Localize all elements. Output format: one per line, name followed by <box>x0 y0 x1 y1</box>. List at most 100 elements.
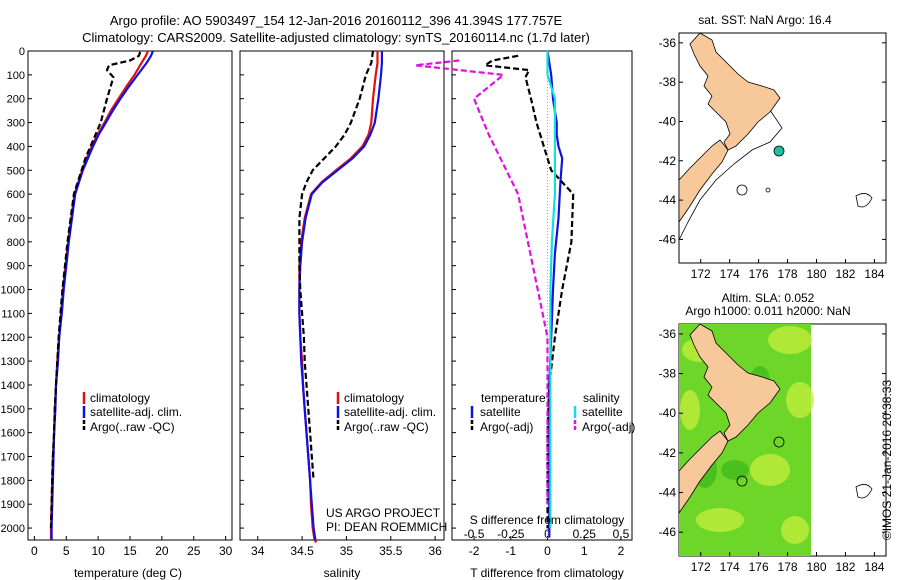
legend-argo-label: Argo(..raw -QC) <box>90 420 175 434</box>
legend2-satellite-label: satellite-adj. clim. <box>344 405 436 419</box>
map1-chatham-islands <box>855 193 873 208</box>
y-tick-label: 1000 <box>1 285 25 297</box>
x-tick-label: 25 <box>187 544 201 558</box>
legend-climatology-label: climatology <box>90 391 150 405</box>
map-x-tick-label: 172 <box>691 560 711 574</box>
salinity-legend: climatology satellite-adj. clim. Argo(..… <box>336 391 436 434</box>
salinity-panel-frame <box>239 50 445 541</box>
top-tick-label: -0.25 <box>497 527 525 541</box>
map1 <box>678 32 887 264</box>
map-y-tick-label: -36 <box>659 36 677 50</box>
imos-timestamp: ©IMOS 21-Jan-2016 20:38:33 <box>880 380 894 541</box>
y-tick-label: 1800 <box>1 475 25 487</box>
series-line <box>298 50 375 481</box>
map-x-tick-label: 172 <box>691 267 711 281</box>
top-tick-label: 0.25 <box>573 527 597 541</box>
temperature-chart: 0 5 10 15 20 25 300100200300400500600700800900… <box>1 46 233 558</box>
x-tick-label: 34.5 <box>290 544 314 558</box>
y-tick-label: 500 <box>7 165 25 177</box>
y-tick-label: 100 <box>7 70 25 82</box>
series-line <box>49 51 142 529</box>
map-y-tick-label: -36 <box>659 327 677 341</box>
salinity-chart: 34 34.5 35 35.5 36 <box>240 50 442 558</box>
map-y-tick-label: -40 <box>659 406 677 420</box>
x-tick-label: 34 <box>251 544 265 558</box>
map2-axes: 172 174 176 178 180 182 184 -36 -38 -40 -42 -44 -46 <box>659 327 886 574</box>
map1-argo-marker <box>773 145 785 157</box>
map-x-tick-label: 180 <box>807 267 827 281</box>
difference-legend: temperature salinity satellite satellite… <box>470 391 635 434</box>
difference-panel-frame <box>451 50 633 541</box>
x-tick-label: 35.5 <box>379 544 403 558</box>
x-tick-label: 0 <box>544 544 551 558</box>
y-tick-label: 1400 <box>1 380 25 392</box>
map-x-tick-label: 182 <box>835 267 855 281</box>
main-title-line1: Argo profile: AO 5903497_154 12-Jan-2016… <box>110 13 563 28</box>
legend3-ssat-label: satellite <box>582 405 623 419</box>
map-y-tick-label: -38 <box>659 367 677 381</box>
y-tick-label: 800 <box>7 237 25 249</box>
map2-sla-texture <box>680 326 814 544</box>
y-tick-label: 2000 <box>1 523 25 535</box>
main-title-line2: Climatology: CARS2009. Satellite-adjuste… <box>82 30 590 45</box>
map-x-tick-label: 184 <box>864 267 884 281</box>
credit-pi: PI: DEAN ROEMMICH <box>326 520 447 534</box>
map-x-tick-label: 174 <box>720 267 740 281</box>
temperature-xlabel: temperature (deg C) <box>74 566 182 580</box>
credit-project: US ARGO PROJECT <box>326 506 441 520</box>
legend2-climatology-label: climatology <box>344 391 404 405</box>
map-x-tick-label: 176 <box>749 560 769 574</box>
map1-title: sat. SST: NaN Argo: 16.4 <box>698 13 832 27</box>
y-tick-label: 1700 <box>1 452 25 464</box>
map2-islet <box>736 475 748 487</box>
temperature-legend: climatology satellite-adj. clim. Argo(..… <box>82 391 182 434</box>
x-tick-label: 20 <box>155 544 169 558</box>
x-tick-label: 0 <box>31 544 38 558</box>
map1-axes: 172 174 176 178 180 182 184 -36 -38 -40 -42 -44 -46 <box>659 36 886 281</box>
map-y-tick-label: -46 <box>659 525 677 539</box>
legend2-argo-label: Argo(..raw -QC) <box>344 420 429 434</box>
y-tick-label: 1300 <box>1 356 25 368</box>
map-y-tick-label: -40 <box>659 114 677 128</box>
map-y-tick-label: -38 <box>659 75 677 89</box>
legend3-salinity-heading: salinity <box>583 391 620 405</box>
map2-title2: Argo h1000: 0.011 h2000: NaN <box>685 304 850 318</box>
x-tick-label: 10 <box>91 544 105 558</box>
y-tick-label: 900 <box>7 261 25 273</box>
y-tick-label: 1900 <box>1 499 25 511</box>
map1-south-island <box>679 139 729 223</box>
map2 <box>678 323 887 557</box>
legend3-targo-label: Argo(-adj) <box>480 420 533 434</box>
map-x-tick-label: 176 <box>749 267 769 281</box>
x-tick-label: 35 <box>340 544 354 558</box>
map2-north-island <box>689 324 781 442</box>
difference-top-xlabel: S difference from climatology <box>470 513 625 527</box>
map-y-tick-label: -42 <box>659 154 677 168</box>
series-line <box>298 51 379 544</box>
x-tick-label: 2 <box>618 544 625 558</box>
y-tick-label: 1200 <box>1 332 25 344</box>
top-tick-label: 0.5 <box>613 527 630 541</box>
map1-islet-2 <box>765 187 771 193</box>
y-tick-label: 400 <box>7 141 25 153</box>
map-x-tick-label: 178 <box>778 267 798 281</box>
map1-islet <box>736 184 748 196</box>
x-tick-label: 15 <box>123 544 137 558</box>
temperature-panel-frame <box>27 50 233 541</box>
x-tick-label: 5 <box>63 544 70 558</box>
difference-xlabel: T difference from climatology <box>470 566 624 580</box>
legend-satellite-label: satellite-adj. clim. <box>90 405 182 419</box>
y-tick-label: 0 <box>19 46 25 58</box>
legend3-tsat-label: satellite <box>480 405 521 419</box>
map-x-tick-label: 180 <box>807 560 827 574</box>
legend3-temperature-heading: temperature <box>481 391 546 405</box>
legend3-sargo-label: Argo(-adj) <box>582 420 635 434</box>
x-tick-label: 30 <box>219 544 233 558</box>
map-x-tick-label: 184 <box>864 560 884 574</box>
map2-argo-marker <box>773 436 785 448</box>
x-tick-label: 36 <box>428 544 442 558</box>
y-tick-label: 200 <box>7 94 25 106</box>
y-tick-label: 700 <box>7 213 25 225</box>
map-y-tick-label: -44 <box>659 193 677 207</box>
